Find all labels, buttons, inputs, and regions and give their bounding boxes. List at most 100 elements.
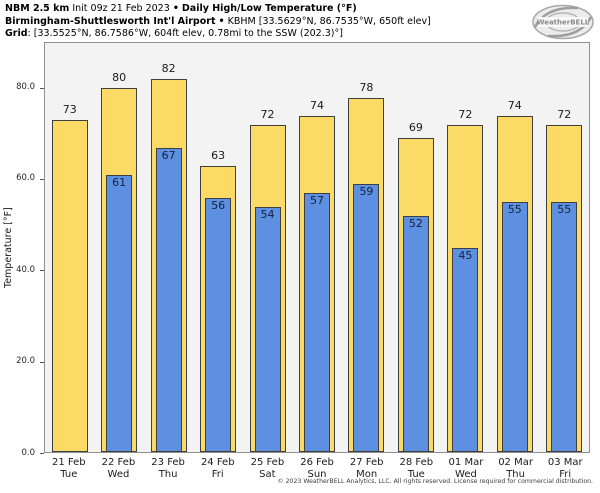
bar-group: 69 52: [391, 43, 440, 452]
low-bar: 55: [551, 202, 578, 452]
y-tick-label: 0.0: [21, 447, 35, 458]
low-bar: 52: [402, 215, 429, 452]
x-tick-label: 24 Feb Fri: [193, 457, 243, 481]
high-value-label: 69: [408, 121, 423, 135]
x-tick-date: 22 Feb: [101, 457, 136, 468]
high-value-label: 74: [507, 98, 522, 112]
y-tick-mark: [40, 270, 44, 272]
high-value-label: 80: [112, 71, 127, 85]
x-tick-day: Tue: [60, 469, 78, 480]
low-value-label: 57: [309, 193, 324, 207]
high-value-label: 82: [161, 62, 176, 76]
x-tick-label: 21 Feb Tue: [44, 457, 94, 481]
model-name: NBM 2.5 km: [5, 3, 70, 14]
high-value-label: 74: [309, 98, 324, 112]
y-tick-label: 60.0: [16, 173, 35, 184]
x-tick-label: 01 Mar Wed: [441, 457, 491, 481]
bar-group: 73: [45, 43, 94, 452]
low-bar: 54: [254, 206, 281, 452]
x-tick-date: 27 Feb: [349, 457, 384, 468]
x-tick-day: Thu: [158, 469, 178, 480]
low-value-label: 59: [359, 184, 374, 198]
x-tick-label: 02 Mar Thu: [491, 457, 541, 481]
header-line-3: Grid: [33.5525°N, 86.7586°W, 604ft elev,…: [5, 28, 431, 41]
x-tick-date: 21 Feb: [52, 457, 86, 468]
header-line-2: Birmingham-Shuttlesworth Int'l Airport •…: [5, 16, 431, 29]
x-tick-day: Wed: [455, 469, 477, 480]
high-value-label: 72: [260, 107, 275, 121]
weatherbell-logo: WeatherBELL: [532, 4, 594, 40]
logo-brand-text: WeatherBELL: [537, 19, 590, 27]
x-tick-date: 26 Feb: [300, 457, 334, 468]
x-tick-label: 22 Feb Wed: [94, 457, 144, 481]
high-value-label: 78: [359, 80, 374, 94]
x-tick-day: Fri: [559, 469, 572, 480]
bar-group: 78 59: [342, 43, 391, 452]
x-tick-date: 02 Mar: [498, 457, 533, 468]
chart-title: Daily High/Low Temperature (°F): [181, 3, 357, 14]
y-axis-title: Temperature [°F]: [3, 207, 14, 288]
y-tick-label: 20.0: [16, 356, 35, 367]
low-value-label: 45: [458, 248, 473, 262]
x-tick-label: 23 Feb Thu: [143, 457, 193, 481]
high-bar: [51, 120, 88, 452]
y-tick-mark: [40, 453, 44, 454]
low-bar: 67: [155, 147, 182, 452]
x-tick-day: Fri: [211, 469, 224, 480]
bar-group: 72 45: [441, 43, 490, 452]
bars-layer: 73 80 61 82 67 63 56 72 54 74 57 78 59 69 52 72 45 74 55 72…: [45, 43, 589, 452]
low-bar: 45: [452, 247, 479, 452]
x-tick-date: 23 Feb: [151, 457, 185, 468]
station-name: Birmingham-Shuttlesworth Int'l Airport: [5, 15, 216, 27]
y-tick-mark: [40, 87, 44, 89]
y-tick-mark: [40, 361, 44, 363]
x-tick-label: 26 Feb Sun: [292, 457, 342, 481]
chart-header: NBM 2.5 km Init 09z 21 Feb 2023 • Daily …: [5, 3, 431, 41]
y-tick-label: 40.0: [16, 264, 35, 275]
bar-group: 80 61: [94, 43, 143, 452]
grid-label: Grid: [5, 28, 28, 39]
bullet-separator: •: [218, 15, 225, 27]
high-value-label: 72: [458, 107, 473, 121]
bar-group: 74 55: [490, 43, 539, 452]
plot-area: 73 80 61 82 67 63 56 72 54 74 57 78 59 69 52 72 45 74 55 72…: [44, 42, 590, 453]
low-bar: 55: [501, 202, 528, 452]
x-tick-date: 28 Feb: [399, 457, 434, 468]
x-tick-label: 27 Feb Mon: [342, 457, 392, 481]
low-bar: 59: [353, 183, 380, 452]
high-value-label: 73: [62, 103, 77, 117]
bullet-separator: •: [172, 3, 179, 14]
low-bar: 56: [205, 197, 232, 452]
x-tick-day: Wed: [107, 469, 130, 480]
low-value-label: 56: [211, 198, 226, 212]
x-tick-date: 24 Feb: [200, 457, 235, 468]
bar-group: 72 55: [540, 43, 589, 452]
low-bar: 61: [106, 174, 133, 452]
x-tick-label: 03 Mar Fri: [540, 457, 590, 481]
copyright-text: © 2023 WeatherBELL Analytics, LLC. All r…: [277, 478, 593, 485]
x-tick-day: Mon: [356, 469, 378, 480]
header-line-1: NBM 2.5 km Init 09z 21 Feb 2023 • Daily …: [5, 3, 431, 16]
low-value-label: 54: [260, 207, 275, 221]
low-bar: 57: [303, 192, 330, 452]
bar-group: 72 54: [243, 43, 292, 452]
high-value-label: 72: [557, 107, 572, 121]
low-value-label: 67: [161, 148, 176, 162]
bar-group: 74 57: [292, 43, 341, 452]
x-axis-labels: 21 Feb Tue 22 Feb Wed 23 Feb Thu 24 Feb Fri 25 F…: [44, 457, 590, 481]
x-tick-day: Sun: [307, 469, 327, 480]
y-tick-label: 80.0: [16, 82, 35, 93]
x-tick-date: 25 Feb: [250, 457, 285, 468]
low-value-label: 55: [507, 203, 522, 217]
x-tick-date: 03 Mar: [547, 457, 583, 468]
low-value-label: 55: [557, 203, 572, 217]
bar-group: 63 56: [193, 43, 242, 452]
x-tick-label: 28 Feb Tue: [391, 457, 441, 481]
x-tick-day: Tue: [407, 469, 425, 480]
y-tick-mark: [40, 178, 44, 180]
high-value-label: 63: [211, 148, 226, 162]
x-tick-day: Sat: [259, 469, 276, 480]
x-tick-label: 25 Feb Sat: [243, 457, 293, 481]
x-tick-day: Thu: [506, 469, 525, 480]
